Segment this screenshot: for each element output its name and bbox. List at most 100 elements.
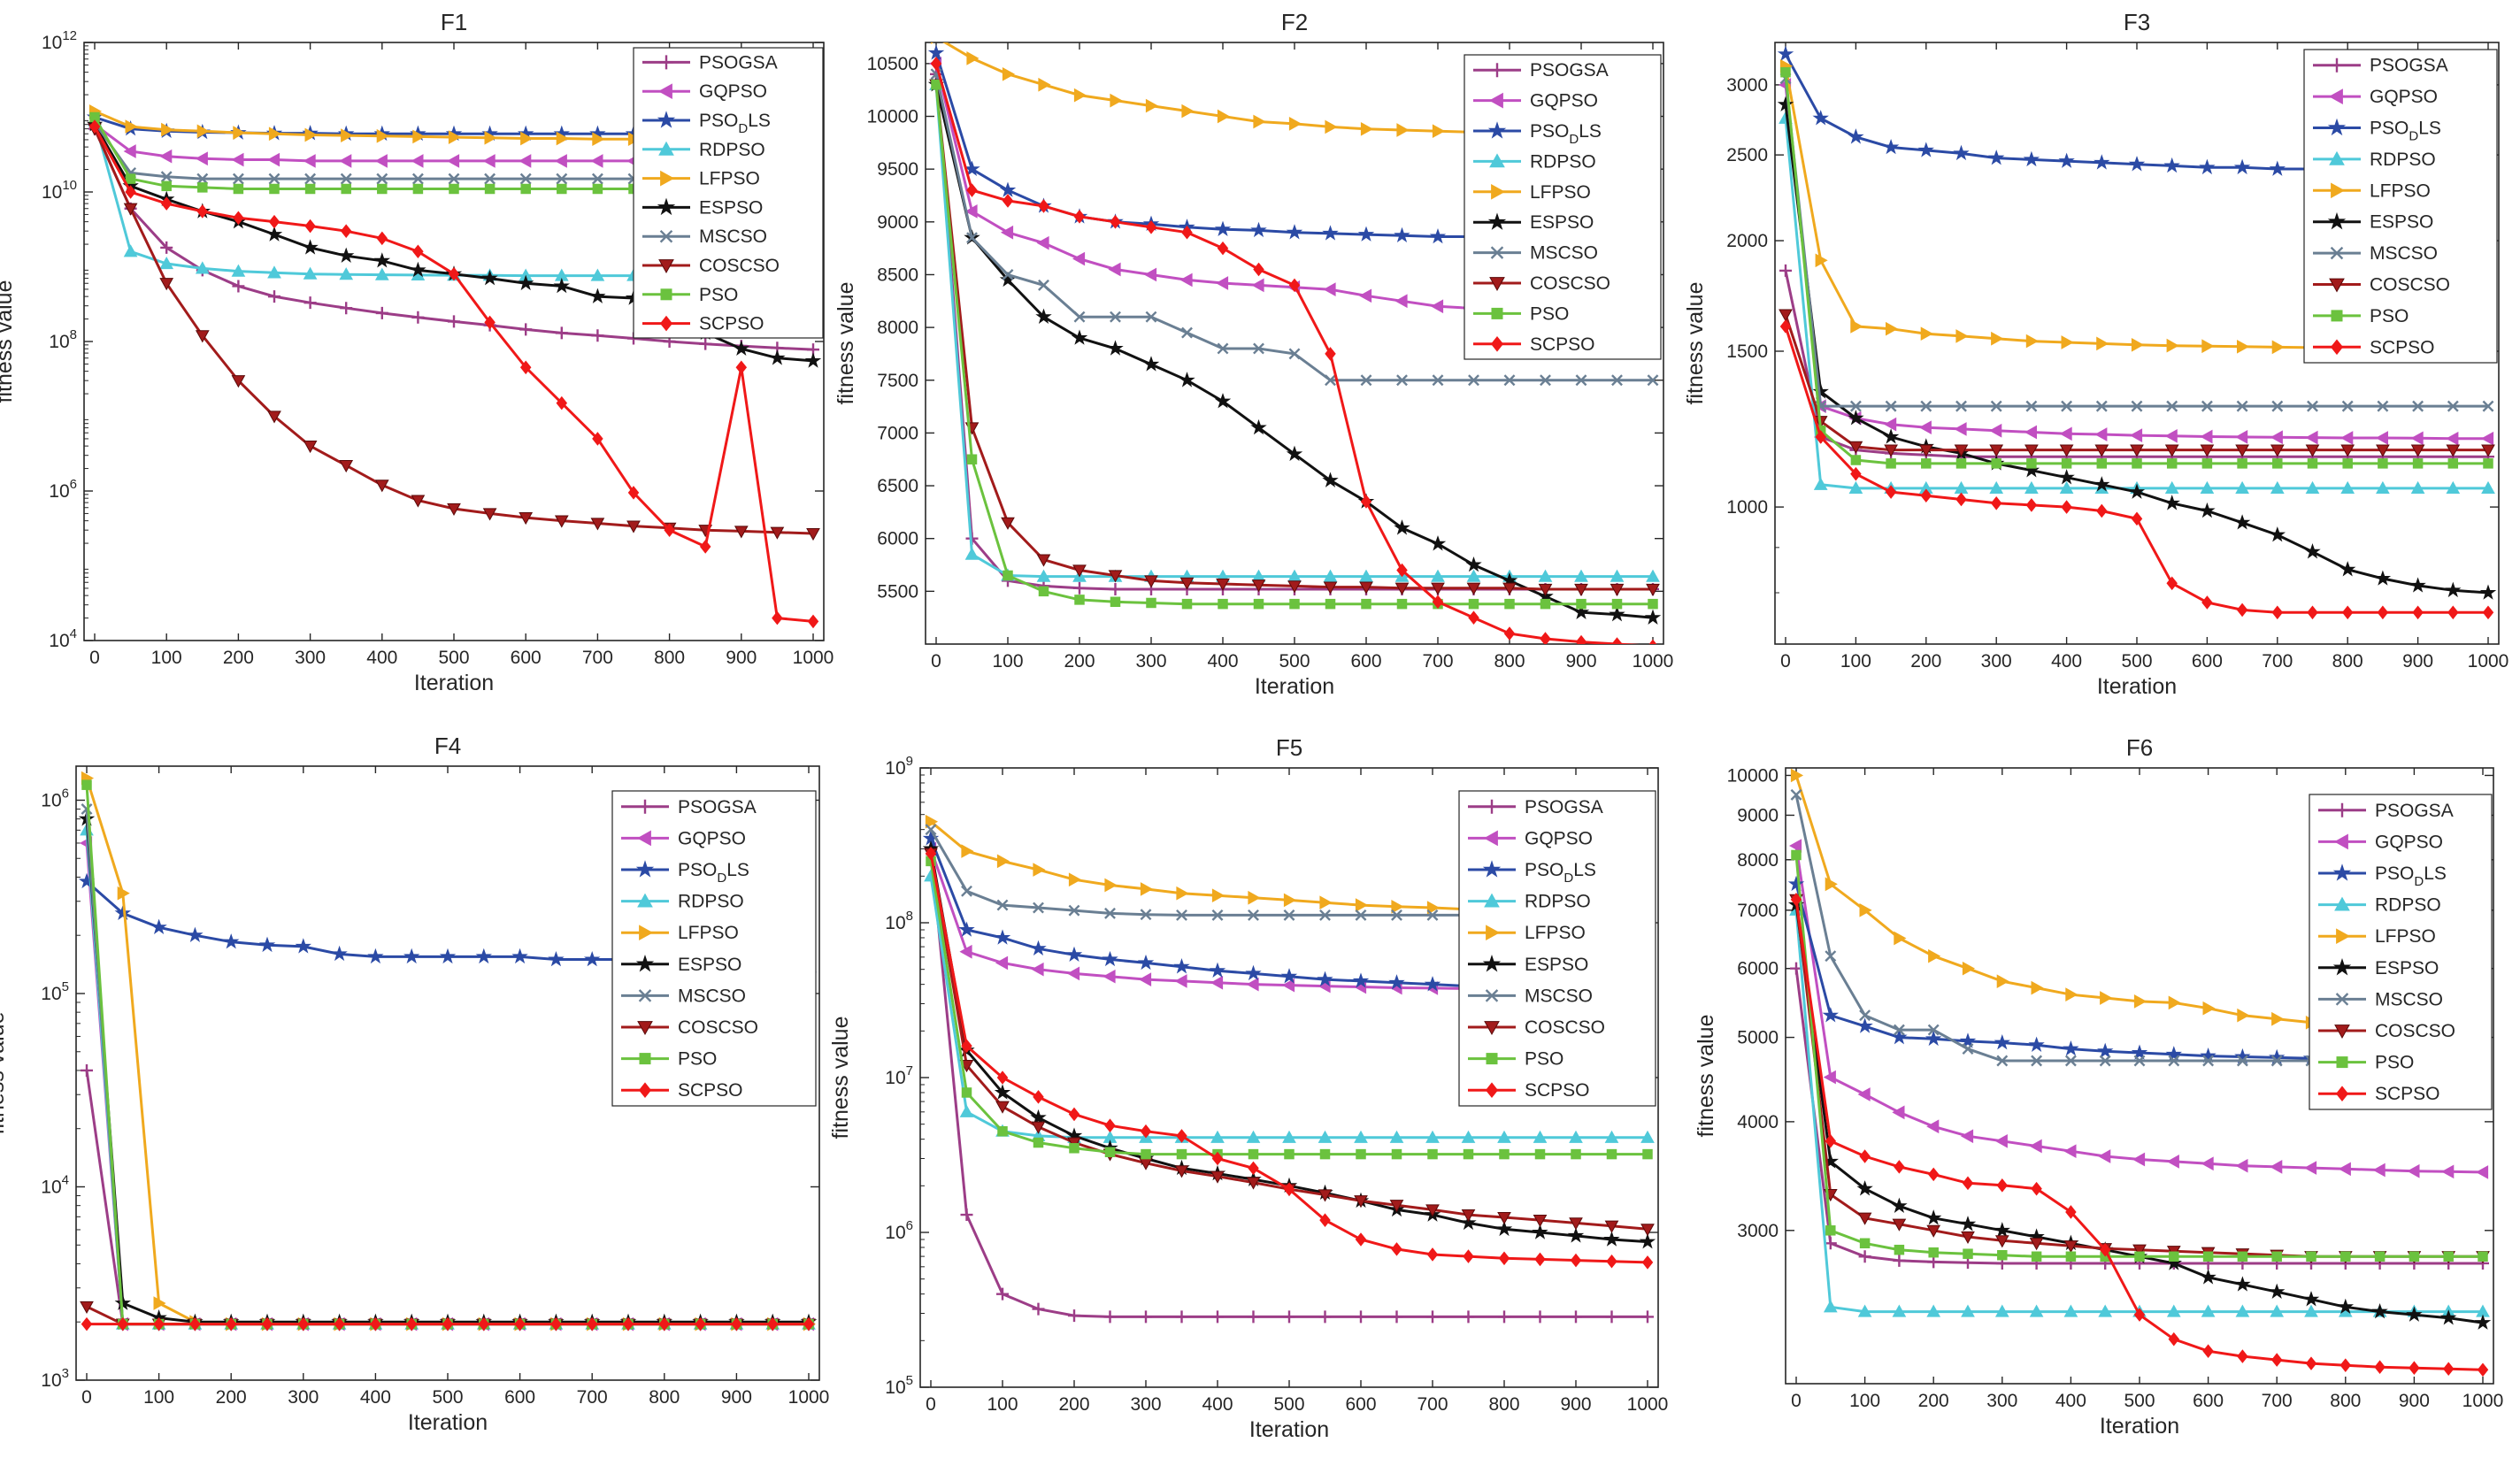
- data-point-coscso: [1036, 554, 1051, 567]
- data-point-coscso: [80, 1301, 94, 1314]
- data-point-coscso: [995, 1101, 1010, 1114]
- data-point-mscso: [1002, 269, 1014, 280]
- data-point-mscso: [1575, 374, 1587, 387]
- data-point-psogsa: [81, 1063, 93, 1077]
- data-point-coscso: [1108, 570, 1123, 583]
- data-point-lfpso: [125, 119, 138, 134]
- data-point-scpso: [766, 1316, 779, 1331]
- data-point-rdpso: [303, 266, 318, 280]
- data-point-rdpso: [2270, 480, 2285, 494]
- data-point-coscso: [339, 459, 354, 473]
- legend-item-gqpso: GQPSO: [2313, 87, 2438, 107]
- data-point-gqpso: [1108, 262, 1121, 277]
- legend-marker: [2328, 88, 2343, 104]
- legend-label: RDPSO: [1530, 151, 1596, 172]
- legend-label: COSCSO: [2370, 275, 2450, 295]
- data-point-rdpso: [2376, 480, 2390, 494]
- legend-item-mscso: MSCSO: [642, 226, 767, 247]
- data-point-pso: [557, 183, 567, 195]
- legend-label: PSO: [1525, 1049, 1563, 1070]
- data-point-pso_dls: [1030, 940, 1047, 956]
- x-tick-label: 1000: [2462, 1391, 2504, 1411]
- data-point-coscso: [806, 527, 820, 541]
- data-point-gqpso: [1251, 278, 1264, 293]
- data-point-scpso: [1396, 563, 1408, 578]
- data-point-pso: [1791, 849, 1802, 861]
- x-axis-label: Iteration: [1249, 1417, 1329, 1442]
- data-point-gqpso: [1179, 272, 1193, 288]
- data-point-coscso: [1569, 1217, 1583, 1231]
- data-point-pso: [125, 173, 136, 184]
- data-point-scpso: [412, 244, 424, 259]
- data-point-mscso: [591, 173, 603, 185]
- data-point-coscso: [2063, 1240, 2078, 1254]
- data-point-lfpso: [1073, 88, 1087, 103]
- legend-item-scpso: SCPSO: [1468, 1080, 1590, 1101]
- data-point-espso: [2094, 476, 2110, 492]
- legend-label: PSOGSA: [1530, 60, 1609, 81]
- data-point-lfpso: [996, 854, 1010, 869]
- data-point-espso: [1495, 1220, 1513, 1237]
- data-point-pso_dls: [1209, 962, 1226, 978]
- data-point-mscso: [2168, 1055, 2180, 1067]
- legend-marker: [2331, 310, 2343, 322]
- data-point-mscso: [268, 173, 280, 185]
- legend-label: LFPSO: [1530, 182, 1591, 203]
- data-point-scpso: [2305, 1356, 2317, 1370]
- data-point-scpso: [2166, 576, 2178, 591]
- data-point-coscso: [1461, 1209, 1476, 1223]
- data-point-scpso: [1319, 1213, 1331, 1227]
- legend-item-psogsa: PSOGSA: [621, 797, 757, 817]
- data-point-pso: [1253, 598, 1264, 610]
- data-point-gqpso: [1892, 1105, 1905, 1120]
- data-point-pso_dls: [958, 921, 975, 937]
- data-point-espso: [2023, 462, 2040, 478]
- x-tick-label: 100: [151, 648, 182, 668]
- data-point-rdpso: [1610, 569, 1625, 582]
- data-point-gqpso: [554, 154, 567, 168]
- data-point-espso: [769, 349, 786, 365]
- legend-marker: [1488, 92, 1503, 109]
- data-point-mscso: [1325, 374, 1336, 387]
- data-point-coscso: [2029, 1238, 2044, 1251]
- data-point-gqpso: [411, 154, 424, 168]
- data-point-scpso: [88, 119, 101, 134]
- data-point-scpso: [2409, 1361, 2420, 1376]
- data-point-scpso: [370, 1316, 381, 1331]
- x-tick-label: 1000: [1633, 651, 1674, 671]
- data-point-rdpso: [1318, 1130, 1333, 1143]
- data-point-pso: [931, 79, 941, 90]
- data-point-rdpso: [590, 268, 605, 281]
- legend-item-gqpso: GQPSO: [2318, 832, 2443, 852]
- chart-panel-f1: F1 0 100 200 300 400 500 600 700 800 900 1000 Iterat…: [0, 9, 834, 695]
- data-point-lfpso: [2133, 994, 2147, 1009]
- data-point-rdpso: [1813, 477, 1828, 490]
- data-point-pso_dls: [2023, 150, 2040, 167]
- legend-marker: [639, 925, 654, 941]
- data-point-lfpso: [2065, 987, 2078, 1001]
- legend-label: SCPSO: [699, 314, 764, 334]
- data-point-scpso: [664, 523, 675, 537]
- data-point-coscso: [1210, 1170, 1225, 1184]
- chart-panel-f6: F6 0 100 200 300 400 500 600 700 800 900 1000 Iterat…: [1694, 734, 2503, 1439]
- data-point-gqpso: [195, 151, 208, 166]
- data-point-pso: [1576, 598, 1587, 610]
- data-point-scpso: [196, 204, 209, 219]
- data-point-scpso: [2236, 602, 2248, 618]
- data-point-espso: [1567, 1227, 1585, 1243]
- data-point-gqpso: [1215, 276, 1229, 290]
- y-tick-label: 5500: [877, 581, 918, 602]
- data-point-psogsa: [411, 311, 425, 324]
- data-point-pso: [1361, 598, 1371, 610]
- data-point-pso: [1463, 1148, 1474, 1160]
- data-point-scpso: [2341, 605, 2354, 620]
- legend-label: PSOGSA: [2370, 56, 2448, 76]
- data-point-scpso: [233, 211, 244, 226]
- data-point-lfpso: [2061, 335, 2074, 349]
- data-point-lfpso: [1038, 77, 1051, 92]
- data-point-espso: [1603, 1231, 1620, 1247]
- data-point-scpso: [1648, 639, 1657, 644]
- data-point-gqpso: [482, 154, 496, 168]
- legend-label: ESPSO: [2370, 212, 2433, 233]
- legend-label: RDPSO: [699, 140, 765, 160]
